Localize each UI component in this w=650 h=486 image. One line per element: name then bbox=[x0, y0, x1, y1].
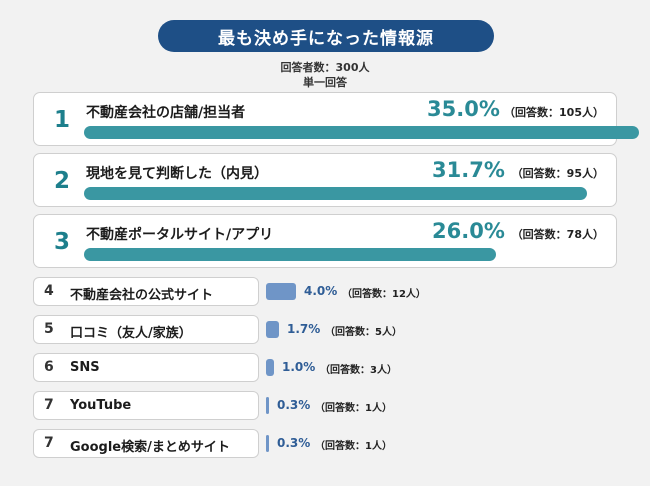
value-label: 26.0% bbox=[432, 219, 505, 243]
value-label: 35.0% bbox=[427, 97, 500, 121]
category-label: SNS bbox=[70, 360, 100, 375]
category-label: 口コミ（友人/家族） bbox=[70, 326, 192, 341]
value-bar bbox=[266, 435, 269, 452]
count-label: （回答数：1人） bbox=[315, 441, 392, 452]
value-label: 1.7% bbox=[287, 322, 321, 336]
count-label: （回答数：95人） bbox=[511, 167, 604, 180]
category-label: 不動産ポータルサイト/アプリ bbox=[86, 227, 274, 243]
value-label: 0.3% bbox=[277, 398, 311, 412]
value-bar bbox=[84, 248, 496, 261]
count-label: （回答数：5人） bbox=[325, 327, 402, 338]
rank-number: 5 bbox=[44, 321, 54, 337]
chart-title: 最も決め手になった情報源 bbox=[158, 20, 494, 52]
value-bar bbox=[266, 321, 279, 338]
rank-number: 6 bbox=[44, 359, 54, 375]
value-bar bbox=[266, 397, 269, 414]
rank-card-5: 5 口コミ（友人/家族） bbox=[33, 315, 259, 344]
rank-number: 2 bbox=[53, 168, 70, 194]
answer-type: 単一回答 bbox=[303, 76, 347, 89]
rank-card-3: 3 不動産ポータルサイト/アプリ 26.0% （回答数：78人） bbox=[33, 214, 617, 268]
count-label: （回答数：1人） bbox=[315, 403, 392, 414]
rank-card-2: 2 現地を見て判断した（内見） 31.7% （回答数：95人） bbox=[33, 153, 617, 207]
value-bar bbox=[84, 126, 639, 139]
rank-card-8: 7 Google検索/まとめサイト bbox=[33, 429, 259, 458]
value-bar bbox=[266, 283, 296, 300]
category-label: 不動産会社の公式サイト bbox=[70, 288, 214, 303]
count-label: （回答数：78人） bbox=[511, 228, 604, 241]
rank-number: 1 bbox=[53, 107, 70, 133]
rank-number: 3 bbox=[53, 229, 70, 255]
rank-card-7: 7 YouTube bbox=[33, 391, 259, 420]
count-label: （回答数：12人） bbox=[342, 289, 426, 300]
category-label: 不動産会社の店舗/担当者 bbox=[86, 105, 246, 121]
rank-number: 7 bbox=[44, 435, 54, 451]
rank-card-4: 4 不動産会社の公式サイト bbox=[33, 277, 259, 306]
count-label: （回答数：3人） bbox=[320, 365, 397, 376]
value-label: 1.0% bbox=[282, 360, 316, 374]
value-bar bbox=[266, 359, 274, 376]
category-label: Google検索/まとめサイト bbox=[70, 440, 230, 455]
count-label: （回答数：105人） bbox=[504, 106, 604, 119]
value-label: 31.7% bbox=[432, 158, 505, 182]
category-label: 現地を見て判断した（内見） bbox=[86, 166, 268, 182]
value-bar bbox=[84, 187, 587, 200]
rank-card-1: 1 不動産会社の店舗/担当者 35.0% （回答数：105人） bbox=[33, 92, 639, 146]
rank-number: 4 bbox=[44, 283, 54, 299]
value-label: 4.0% bbox=[304, 284, 338, 298]
respondent-count: 回答者数：300人 bbox=[280, 61, 370, 74]
rank-card-6: 6 SNS bbox=[33, 353, 259, 382]
value-label: 0.3% bbox=[277, 436, 311, 450]
rank-number: 7 bbox=[44, 397, 54, 413]
category-label: YouTube bbox=[70, 398, 132, 413]
